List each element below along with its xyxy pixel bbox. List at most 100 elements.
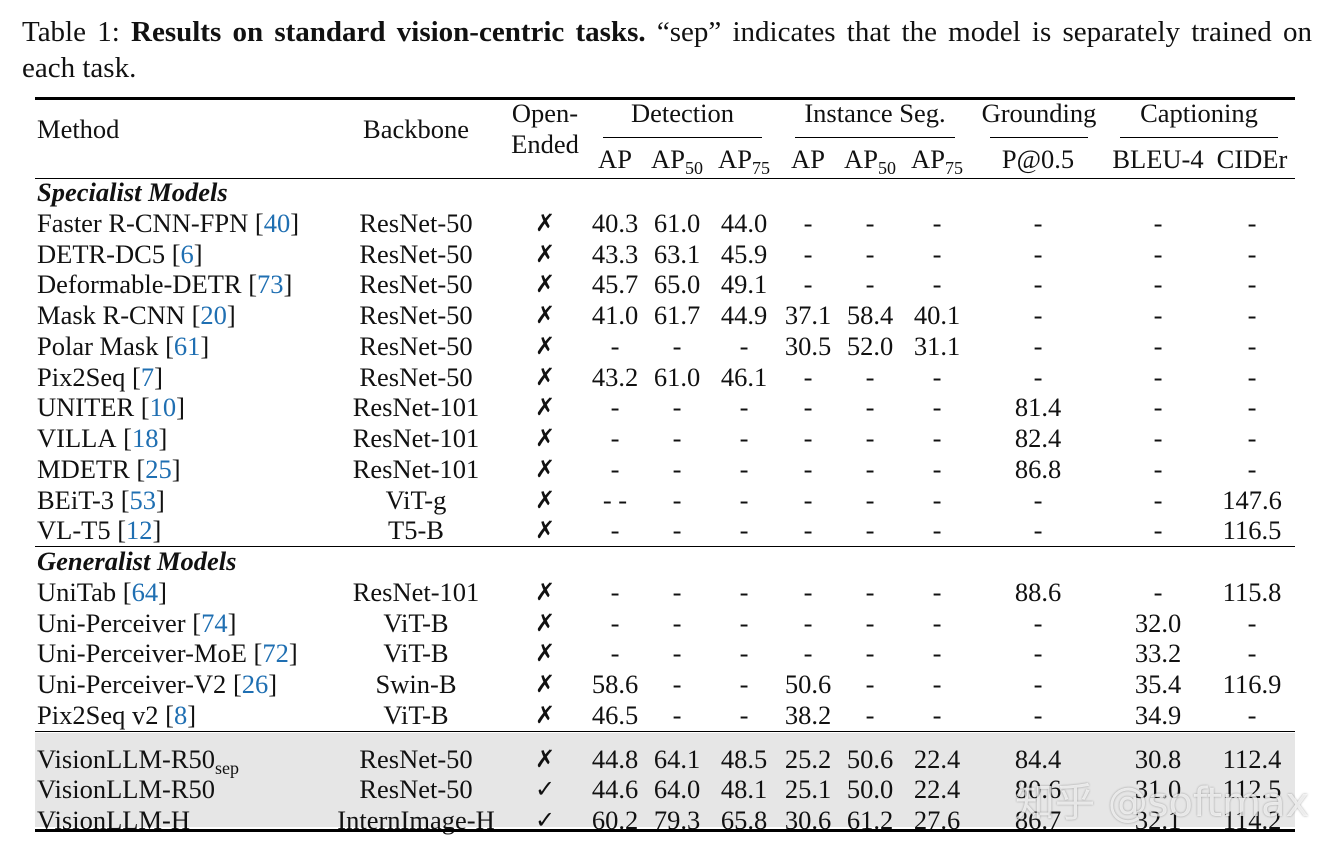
- method-cell: Uni-Perceiver-V2 [26]: [37, 669, 277, 699]
- rule: [35, 730, 1295, 732]
- value-cell: -: [932, 238, 942, 269]
- method-cell: Deformable-DETR [73]: [37, 269, 292, 299]
- open-ended-mark: ✓: [534, 775, 556, 804]
- value-cell: -: [739, 330, 749, 361]
- value-cell: -: [610, 453, 620, 484]
- caption: Table 1: Results on standard vision-cent…: [22, 14, 1312, 86]
- value-cell: 44.0: [720, 207, 768, 238]
- section-title: Generalist Models: [37, 546, 237, 576]
- open-ended-mark: ✗: [534, 239, 556, 268]
- method-name: Polar Mask: [37, 330, 159, 361]
- backbone: ViT-B: [383, 607, 449, 638]
- value-cell: -: [1033, 669, 1043, 699]
- value-cell: -: [803, 207, 813, 238]
- value-cell: -: [739, 453, 749, 484]
- value-cell: -: [803, 638, 813, 669]
- method-cell: VisionLLM-R50sep: [37, 743, 239, 778]
- value-cell: -: [803, 484, 813, 515]
- open-ended-mark: ✗: [534, 270, 556, 299]
- citation: [10]: [140, 392, 185, 423]
- backbone: ResNet-50: [359, 361, 473, 392]
- value-cell: -: [1247, 207, 1257, 238]
- value-cell: -: [610, 638, 620, 669]
- section-title: Specialist Models: [37, 177, 228, 207]
- method-name: VL-T5: [37, 515, 111, 546]
- value-cell: 61.7: [653, 300, 701, 330]
- column-header-sub: 75: [944, 158, 963, 178]
- caption-text: “sep” indicates that the model is separa…: [22, 16, 1312, 84]
- value-cell: -: [1247, 423, 1257, 453]
- value-cell: 81.4: [1014, 392, 1062, 423]
- rule: [1120, 137, 1278, 139]
- value-cell: 58.4: [846, 300, 894, 330]
- method-cell: Mask R-CNN [20]: [37, 300, 236, 330]
- value-cell: 22.4: [913, 774, 961, 805]
- value-cell: -: [1153, 300, 1163, 330]
- value-cell: 115.8: [1222, 576, 1282, 607]
- value-cell: 84.4: [1014, 743, 1062, 774]
- value-cell: 45.9: [720, 238, 768, 269]
- backbone: ResNet-50: [359, 269, 473, 300]
- rule: [35, 97, 1295, 100]
- value-cell: -: [672, 607, 682, 638]
- open-ended-mark: ✗: [534, 485, 556, 514]
- value-cell: -: [1033, 207, 1043, 238]
- open-ended-mark: ✗: [534, 424, 556, 452]
- method-cell: VL-T5 [12]: [37, 515, 161, 545]
- value-cell: -: [739, 607, 749, 638]
- value-cell: -: [865, 423, 875, 453]
- method-name: Deformable-DETR: [37, 269, 242, 300]
- value-cell: -: [865, 392, 875, 423]
- value-cell: 37.1: [784, 300, 832, 330]
- value-cell: 58.6: [591, 669, 639, 699]
- method-cell: Pix2Seq [7]: [37, 362, 163, 392]
- value-cell: 43.2: [591, 361, 639, 392]
- method-cell: UniTab [64]: [37, 577, 167, 607]
- value-cell: 22.4: [913, 743, 961, 774]
- value-cell: -: [865, 699, 875, 730]
- backbone: ResNet-101: [352, 576, 480, 607]
- method-cell: Polar Mask [61]: [37, 331, 209, 361]
- backbone: ViT-g: [385, 484, 447, 515]
- citation: [6]: [171, 238, 203, 269]
- value-cell: 80.6: [1014, 774, 1062, 805]
- backbone: ResNet-101: [352, 392, 480, 423]
- value-cell: -: [1153, 576, 1163, 607]
- method-name: VisionLLM-R50: [37, 743, 216, 774]
- value-cell: -: [672, 638, 682, 669]
- column-header: AP50: [844, 144, 896, 178]
- citation: [25]: [136, 453, 181, 484]
- backbone: ResNet-50: [359, 238, 473, 269]
- value-cell: -: [803, 453, 813, 484]
- value-cell: -: [1033, 607, 1043, 638]
- value-cell: 112.4: [1222, 743, 1282, 774]
- value-cell: -: [1153, 453, 1163, 484]
- highlight-band: [35, 732, 1295, 827]
- value-cell: -: [1033, 638, 1043, 669]
- method-name: Mask R-CNN: [37, 300, 185, 330]
- backbone: ResNet-50: [359, 330, 473, 361]
- value-cell: 50.0: [846, 774, 894, 805]
- value-cell: 33.2: [1134, 638, 1182, 669]
- value-cell: -: [1153, 269, 1163, 300]
- value-cell: -: [1247, 238, 1257, 269]
- value-cell: -: [932, 669, 942, 699]
- open-ended-mark: ✗: [534, 301, 556, 329]
- group-header: Grounding: [981, 98, 1097, 128]
- value-cell: 40.3: [591, 207, 639, 238]
- column-header: CIDEr: [1217, 144, 1288, 174]
- value-cell: -: [1033, 484, 1043, 515]
- value-cell: 82.4: [1014, 423, 1062, 453]
- column-header-text: AP: [844, 144, 878, 174]
- value-cell: -: [932, 484, 942, 515]
- value-cell: -: [672, 453, 682, 484]
- value-cell: 116.9: [1222, 669, 1282, 699]
- value-cell: -: [865, 238, 875, 269]
- method-name: Faster R-CNN-FPN: [37, 207, 249, 238]
- open-ended-mark: ✗: [534, 516, 556, 545]
- value-cell: -: [865, 207, 875, 238]
- value-cell: -: [739, 392, 749, 423]
- citation: [73]: [248, 269, 293, 300]
- citation: [8]: [165, 699, 197, 730]
- value-cell: 52.0: [846, 330, 894, 361]
